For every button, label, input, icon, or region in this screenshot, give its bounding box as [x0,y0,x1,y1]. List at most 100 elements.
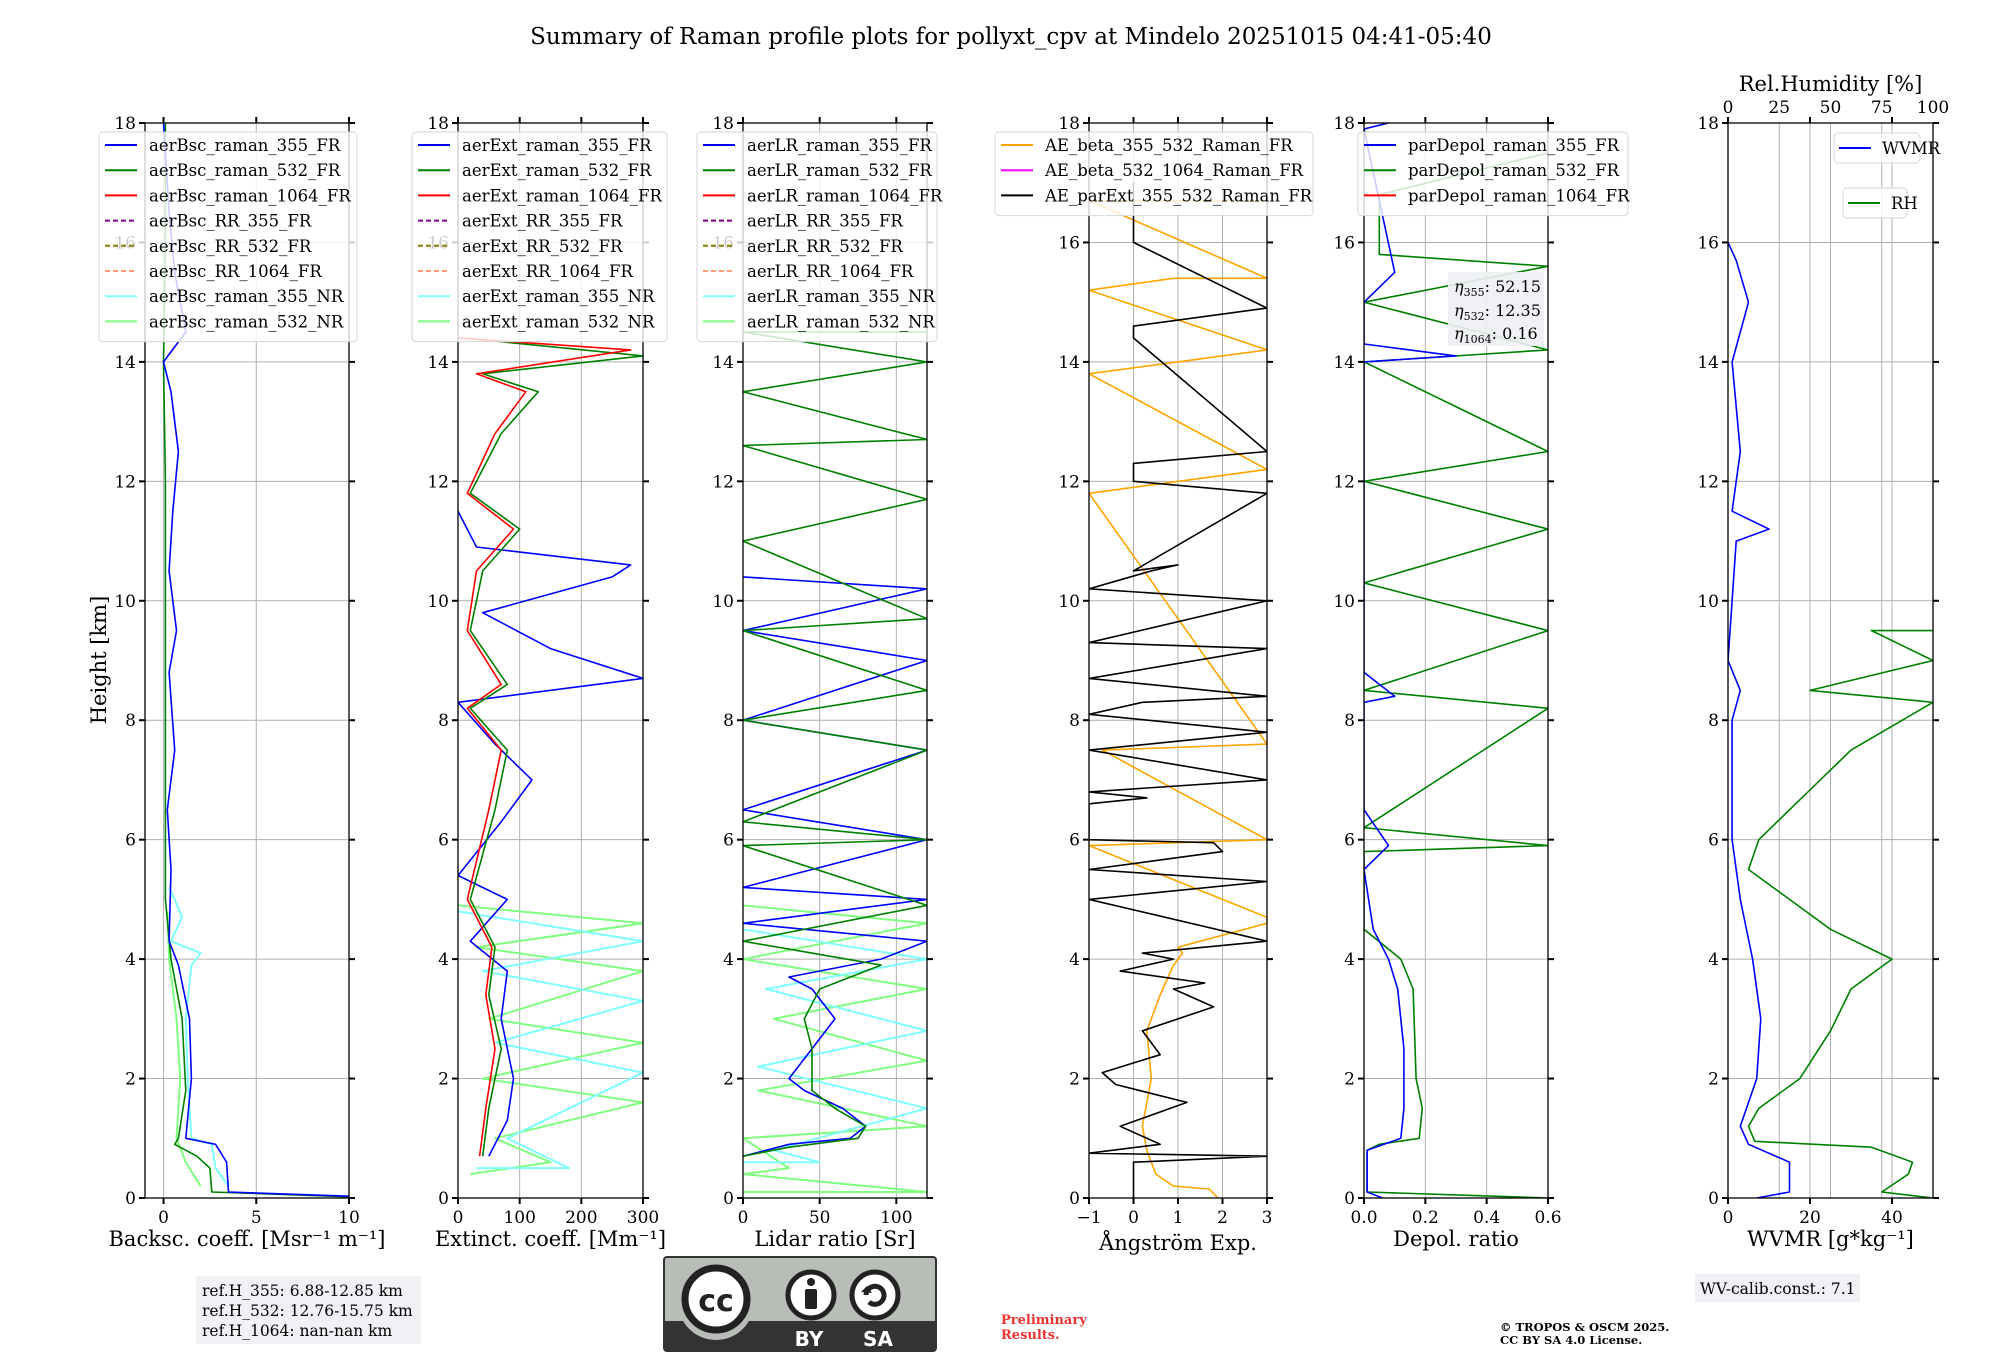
y-tick-label: 16 [1697,233,1719,253]
sa-label: SA [863,1327,893,1351]
legend-label: aerBsc_RR_355_FR [149,212,312,231]
legend-label: aerExt_RR_1064_FR [462,262,634,281]
x-axis-label: Lidar ratio [Sr] [754,1227,915,1251]
series-parDepol_raman_532_FR [1364,152,1548,1198]
y-tick-label: 2 [438,1070,449,1090]
y-tick-label: 8 [1069,711,1080,731]
legend-label: AE_beta_355_532_Raman_FR [1044,136,1293,155]
legend: AE_beta_355_532_Raman_FR AE_beta_532_1064… [994,131,1314,217]
x-tick-label: 200 [565,1208,597,1228]
legend-label: aerBsc_raman_1064_FR [149,186,351,205]
cc-by-sa-logo: cc BY SA [663,1256,937,1352]
wv-calib-text: WV-calib.const.: 7.1 [1700,1280,1856,1298]
ref-height-1064: ref.H_1064: nan-nan km [202,1322,393,1340]
y-tick-label: 10 [114,592,136,612]
legend-label: aerLR_RR_532_FR [747,237,903,256]
y-tick-label: 8 [1344,711,1355,731]
legend-label: aerBsc_RR_532_FR [149,237,312,256]
legend: parDepol_raman_355_FR parDepol_raman_532_… [1357,131,1630,217]
axes-frame [1727,122,1934,1199]
y-tick-label: 8 [723,711,734,731]
y-tick-label: 2 [125,1070,136,1090]
y-tick-label: 16 [1058,233,1080,253]
x-tick-label: 0.4 [1473,1208,1500,1228]
y-tick-label: 18 [1333,114,1355,134]
axes-frame [742,122,928,1199]
x-tick-label: 0 [1128,1208,1139,1228]
y-tick-label: 6 [438,831,449,851]
x2-tick-label: 75 [1871,98,1893,118]
y-tick-label: 10 [1333,592,1355,612]
x-tick-label: 0.2 [1412,1208,1439,1228]
copyright-line2: CC BY SA 4.0 License. [1500,1333,1642,1347]
series-aerExt_raman_355_FR [458,510,643,1157]
y-tick-label: 0 [438,1189,449,1209]
sa-share-icon [849,1269,901,1321]
y-tick-label: 10 [1697,592,1719,612]
y-tick-label: 4 [125,950,136,970]
x2-axis-label: Rel.Humidity [%] [1739,72,1923,96]
legend-label: aerExt_raman_355_NR [462,287,655,306]
x-axis-label: Ångström Exp. [1098,1230,1257,1255]
series-aerExt_raman_1064_FR [458,337,632,1157]
x-tick-label: 5 [251,1208,262,1228]
x-tick-label: 0.6 [1534,1208,1561,1228]
x-axis-label: Backsc. coeff. [Msr⁻¹ m⁻¹] [109,1227,386,1251]
y-tick-label: 18 [1697,114,1719,134]
legend: aerLR_raman_355_FR aerLR_raman_532_FR aerL… [696,131,943,343]
x-axis-label: Extinct. coeff. [Mm⁻¹] [435,1227,666,1251]
y-tick-label: 14 [712,353,734,373]
legend: WVMR RH [1833,132,1941,219]
x2-tick-label: 25 [1768,98,1790,118]
y-tick-label: 4 [1708,950,1719,970]
legend-label: aerLR_raman_355_NR [747,287,935,306]
legend-label: aerExt_raman_355_FR [462,136,652,155]
y-tick-label: 2 [1344,1070,1355,1090]
y-tick-label: 10 [1058,592,1080,612]
eta-355: η355: 52.15 [1454,277,1541,299]
y-tick-label: 12 [114,472,136,492]
eta-1064: η1064: 0.16 [1454,324,1538,346]
y-tick-label: 16 [1333,233,1355,253]
legend-label: aerBsc_raman_355_FR [149,136,341,155]
y-tick-label: 10 [712,592,734,612]
legend-label: aerBsc_raman_532_NR [149,312,344,331]
series-aerExt_raman_532_NR [458,904,643,1176]
x-tick-label: 2 [1217,1208,1228,1228]
axes-frame [457,122,644,1199]
y-tick-label: 8 [1708,711,1719,731]
preliminary-line2: Results. [1001,1328,1060,1343]
wv-calib-box: WV-calib.const.: 7.1 [1695,1274,1860,1302]
y-tick-label: 10 [427,592,449,612]
legend-label: aerLR_RR_355_FR [747,212,903,231]
legend-label: aerBsc_RR_1064_FR [149,262,322,281]
y-tick-label: 0 [723,1189,734,1209]
y-tick-label: 0 [1708,1189,1719,1209]
series-aerLR_raman_355_FR [743,576,927,1157]
y-tick-label: 0 [1344,1189,1355,1209]
y-tick-label: 14 [1058,353,1080,373]
y-tick-label: 6 [723,831,734,851]
y-tick-label: 4 [1069,950,1080,970]
x2-tick-label: 100 [1917,98,1949,118]
copyright-line1: © TROPOS & OSCM 2025. [1500,1320,1669,1334]
x-tick-label: 0 [1723,1208,1734,1228]
panel-1: 0510024681012141618Backsc. coeff. [Msr⁻¹… [98,114,386,1251]
legend-label: aerExt_RR_355_FR [462,212,623,231]
y-tick-label: 0 [1069,1189,1080,1209]
series-WVMR [1728,242,1791,1198]
x-tick-label: 300 [627,1208,659,1228]
series-RH [1747,629,1933,1198]
series-aerLR_raman_532_NR [743,904,927,1193]
cc-icon-text: cc [698,1284,734,1319]
legend-label: aerBsc_raman_355_NR [149,287,344,306]
legend: aerExt_raman_355_FR aerExt_raman_532_FRae… [411,131,668,343]
x-tick-label: 3 [1262,1208,1273,1228]
series-AE_beta_355_532_Raman_FR [1089,199,1267,1198]
x-axis-label: Depol. ratio [1393,1227,1519,1251]
y-tick-label: 2 [723,1070,734,1090]
y-tick-label: 4 [723,950,734,970]
x-tick-label: 10 [338,1208,360,1228]
